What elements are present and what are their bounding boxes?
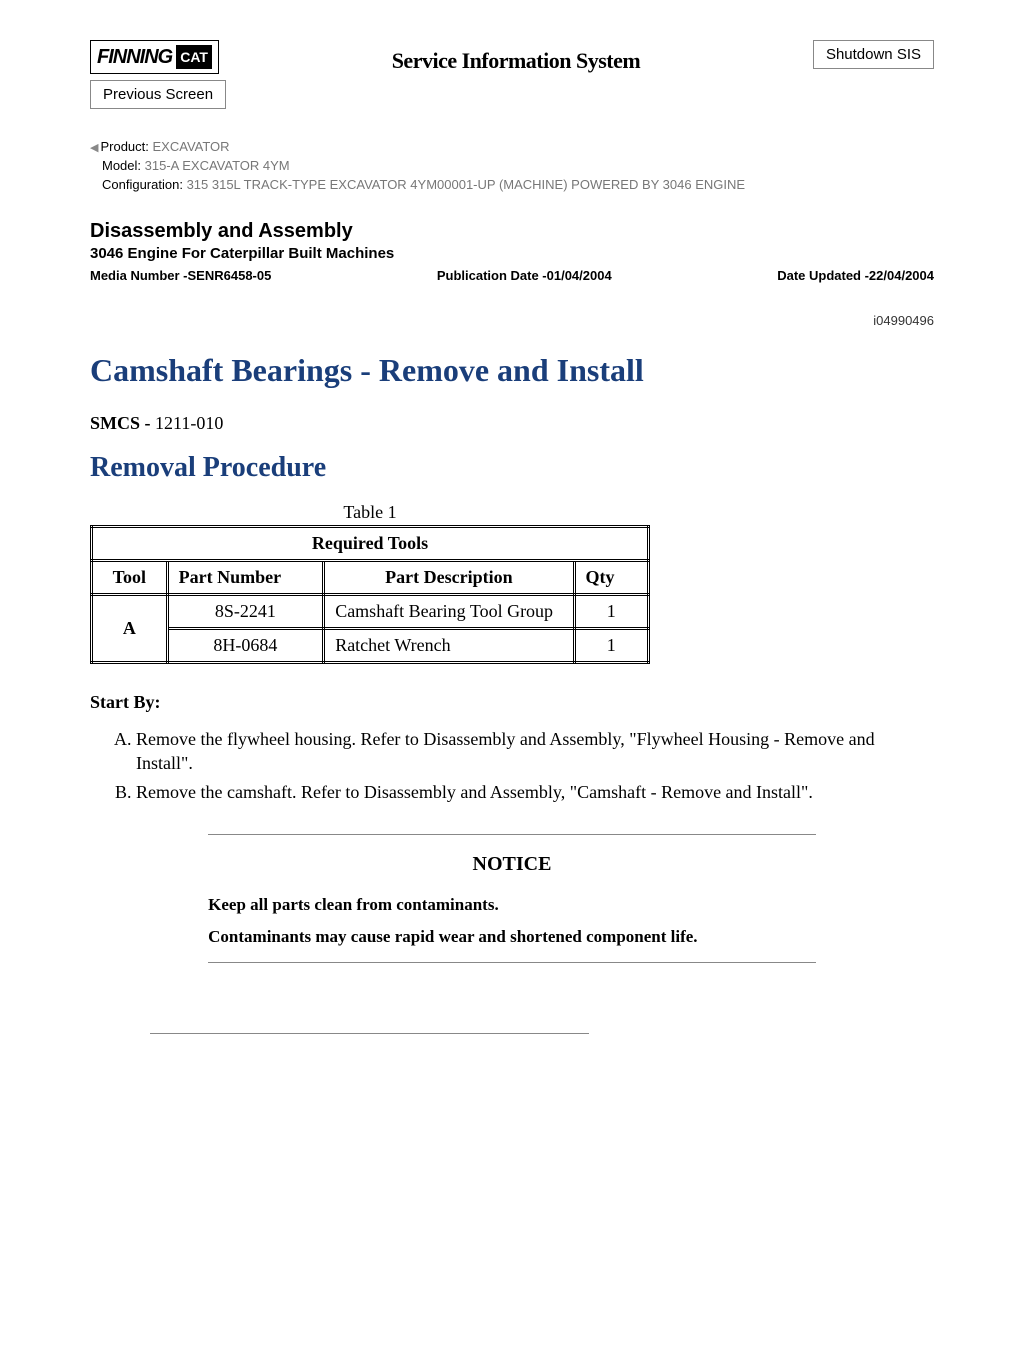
col-part-description: Part Description — [324, 561, 574, 595]
section-title: Disassembly and Assembly — [90, 220, 934, 243]
media-number: Media Number -SENR6458-05 — [90, 268, 271, 283]
system-title: Service Information System — [229, 48, 803, 74]
section-subtitle: 3046 Engine For Caterpillar Built Machin… — [90, 245, 934, 262]
list-item: Remove the flywheel housing. Refer to Di… — [136, 727, 934, 776]
brand-logo: FINNING CAT — [90, 40, 219, 74]
col-qty: Qty — [574, 561, 648, 595]
logo-finning-text: FINNING — [97, 46, 172, 69]
model-line: Model: 315-A EXCAVATOR 4YM — [90, 158, 934, 173]
doc-id: i04990496 — [90, 313, 934, 328]
product-line: ◀Product: EXCAVATOR — [90, 139, 934, 154]
cell-qty: 1 — [574, 595, 648, 629]
prev-row: Previous Screen — [90, 80, 934, 109]
product-label: Product: — [100, 139, 148, 154]
page-title: Camshaft Bearings - Remove and Install — [90, 352, 934, 389]
notice-block: NOTICE Keep all parts clean from contami… — [208, 834, 816, 963]
config-line: Configuration: 315 315L TRACK-TYPE EXCAV… — [90, 177, 934, 192]
header: FINNING CAT Service Information System S… — [90, 40, 934, 74]
doc-info-row: Media Number -SENR6458-05 Publication Da… — [90, 268, 934, 283]
smcs-label: SMCS - — [90, 413, 155, 433]
start-by-steps: Remove the flywheel housing. Refer to Di… — [90, 727, 934, 804]
table-row: A 8S-2241 Camshaft Bearing Tool Group 1 — [92, 595, 649, 629]
cell-part-description: Ratchet Wrench — [324, 629, 574, 663]
publication-date: Publication Date -01/04/2004 — [437, 268, 612, 283]
divider — [208, 834, 816, 835]
removal-procedure-heading: Removal Procedure — [90, 452, 934, 484]
cell-part-number: 8H-0684 — [167, 629, 324, 663]
logo-cat-text: CAT — [176, 45, 212, 69]
model-label: Model: — [102, 158, 141, 173]
date-updated: Date Updated -22/04/2004 — [777, 268, 934, 283]
notice-title: NOTICE — [208, 853, 816, 876]
notice-line-2: Contaminants may cause rapid wear and sh… — [208, 926, 816, 948]
shutdown-button[interactable]: Shutdown SIS — [813, 40, 934, 69]
col-part-number: Part Number — [167, 561, 324, 595]
divider — [208, 962, 816, 963]
cell-part-description: Camshaft Bearing Tool Group — [324, 595, 574, 629]
cell-qty: 1 — [574, 629, 648, 663]
model-value: 315-A EXCAVATOR 4YM — [141, 158, 290, 173]
table-title: Required Tools — [92, 527, 649, 561]
config-label: Configuration: — [102, 177, 183, 192]
table-caption: Table 1 — [90, 502, 650, 523]
start-by-label: Start By: — [90, 692, 934, 713]
tool-id: A — [92, 595, 168, 663]
smcs-line: SMCS - 1211-010 — [90, 413, 934, 434]
table-row: 8H-0684 Ratchet Wrench 1 — [92, 629, 649, 663]
col-tool: Tool — [92, 561, 168, 595]
notice-line-1: Keep all parts clean from contaminants. — [208, 894, 816, 916]
back-arrow-icon[interactable]: ◀ — [90, 142, 98, 154]
cell-part-number: 8S-2241 — [167, 595, 324, 629]
required-tools-table: Required Tools Tool Part Number Part Des… — [90, 525, 650, 664]
previous-screen-button[interactable]: Previous Screen — [90, 80, 226, 109]
divider — [150, 1033, 589, 1034]
product-value: EXCAVATOR — [149, 139, 230, 154]
list-item: Remove the camshaft. Refer to Disassembl… — [136, 780, 934, 804]
config-value: 315 315L TRACK-TYPE EXCAVATOR 4YM00001-U… — [183, 177, 745, 192]
bottom-divider-wrap — [90, 1033, 934, 1034]
smcs-value: 1211-010 — [155, 413, 223, 433]
